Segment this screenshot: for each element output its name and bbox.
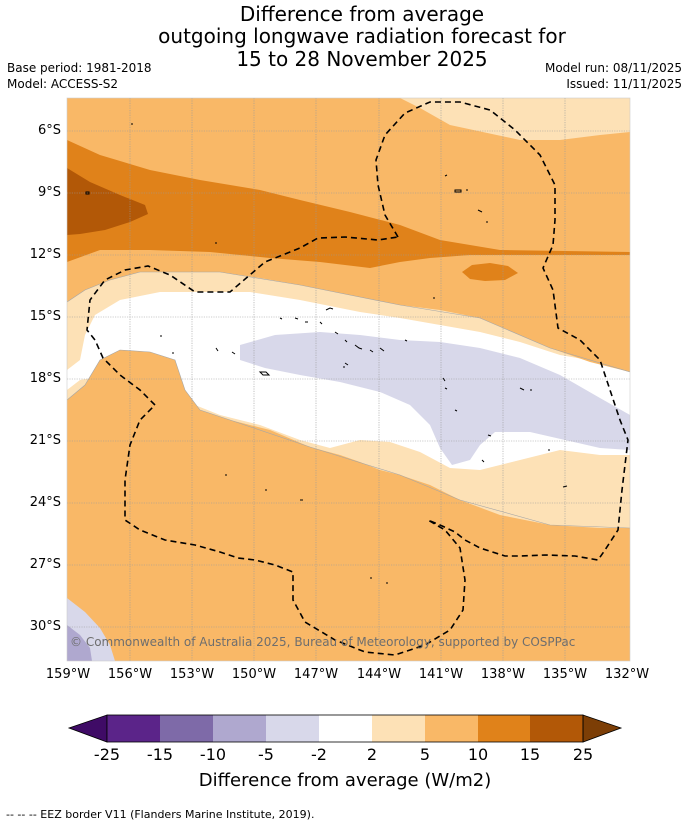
colorbar-segment: [213, 715, 266, 742]
colorbar-tick: 25: [572, 745, 594, 764]
contour-lines: [67, 271, 630, 529]
island: [319, 321, 348, 343]
chart-title-line-3: 15 to 28 November 2025: [236, 47, 488, 71]
issued-date: Issued: 11/11/2025: [566, 77, 682, 91]
chart-title-line-1: Difference from average: [239, 2, 485, 26]
island: [160, 335, 227, 476]
anomaly-field: [67, 98, 630, 661]
islands: [85, 123, 568, 584]
meta-right: Model run: 08/11/2025 Issued: 11/11/2025: [545, 60, 682, 92]
colorbar-segment: [530, 715, 583, 742]
eez-legend-note: -- -- -- EEZ border V11 (Flanders Marine…: [6, 808, 315, 821]
lat-label-12s: 12°S: [29, 247, 61, 262]
lon-label-147w: 147°W: [293, 667, 339, 682]
colorbar-outline: [106, 714, 584, 743]
colorbar-tick: 5: [419, 745, 431, 764]
island: [454, 189, 468, 193]
lat-label-27s: 27°S: [29, 557, 61, 572]
lat-label-24s: 24°S: [29, 495, 61, 510]
eez-border-marquesas: [86, 101, 629, 656]
copyright-notice: © Commonwealth of Australia 2025, Bureau…: [70, 635, 576, 649]
gridlines: [67, 98, 630, 661]
island: [265, 485, 568, 501]
lon-label-135w: 135°W: [542, 667, 588, 682]
colorbar-tick: -5: [258, 745, 274, 764]
colorbar: [67, 714, 623, 743]
field-mid-positive-south: [67, 350, 630, 661]
model-run: Model run: 08/11/2025: [544, 61, 682, 75]
island: [370, 297, 435, 584]
map-frame: [66, 97, 631, 662]
lon-label-156w: 156°W: [107, 667, 153, 682]
eez-borders: [86, 101, 629, 656]
lat-label-30s: 30°S: [29, 619, 61, 634]
field-light-negative-east: [240, 332, 630, 465]
lat-label-6s: 6°S: [37, 123, 61, 138]
lon-label-141w: 141°W: [418, 667, 464, 682]
lat-label-18s: 18°S: [29, 371, 61, 386]
colorbar-title: Difference from average (W/m2): [198, 770, 492, 791]
island: [343, 362, 349, 368]
colorbar-tick: 15: [519, 745, 541, 764]
lat-label-21s: 21°S: [29, 433, 61, 448]
colorbar-segment: [425, 715, 478, 742]
contour-line-south: [67, 349, 630, 529]
field-very-strong-positive: [67, 168, 148, 235]
island: [404, 339, 448, 390]
colorbar-segment: [266, 715, 319, 742]
colorbar-segment: [160, 715, 213, 742]
colorbar-tick: -15: [146, 745, 174, 764]
colorbar-over-arrow: [582, 714, 623, 743]
lat-label-9s: 9°S: [37, 185, 61, 200]
field-mid-negative-southwest: [67, 625, 92, 661]
colorbar-tick: 2: [366, 745, 378, 764]
island: [444, 174, 488, 223]
island: [325, 307, 334, 311]
colorbar-tick: -2: [311, 745, 327, 764]
contour-line-north: [67, 271, 630, 373]
island: [454, 387, 532, 412]
model-name: Model: ACCESS-S2: [7, 77, 119, 91]
colorbar-segment: [372, 715, 425, 742]
island: [481, 434, 550, 463]
chart-title-line-2: outgoing longwave radiation forecast for: [158, 24, 566, 48]
colorbar-tick: -25: [93, 745, 121, 764]
lat-label-15s: 15°S: [29, 309, 61, 324]
island: [85, 191, 90, 195]
island: [279, 317, 308, 323]
meta-left: Base period: 1981-2018 Model: ACCESS-S2: [7, 60, 152, 92]
colorbar-segment: [478, 715, 530, 742]
lon-label-132w: 132°W: [604, 667, 650, 682]
colorbar-segment: [107, 715, 160, 742]
island: [354, 344, 385, 353]
colorbar-under-arrow: [67, 714, 108, 743]
field-strong-positive-north: [67, 140, 630, 268]
colorbar-tick: -10: [199, 745, 227, 764]
base-period: Base period: 1981-2018: [7, 61, 152, 75]
field-strong-positive-east: [462, 263, 518, 281]
colorbar-tick: 10: [467, 745, 489, 764]
lon-label-150w: 150°W: [231, 667, 277, 682]
lon-label-159w: 159°W: [45, 667, 91, 682]
lon-label-138w: 138°W: [480, 667, 526, 682]
island: [215, 347, 236, 355]
lon-label-153w: 153°W: [169, 667, 215, 682]
island: [258, 371, 271, 376]
lon-label-144w: 144°W: [356, 667, 402, 682]
colorbar-segment: [319, 715, 372, 742]
